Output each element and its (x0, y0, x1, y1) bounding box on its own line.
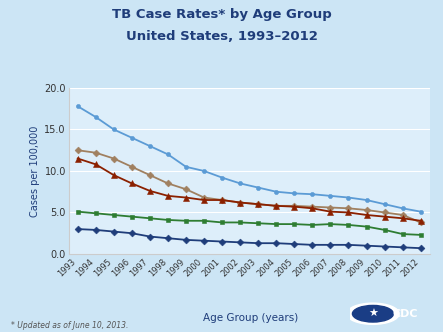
Text: United States, 1993–2012: United States, 1993–2012 (125, 30, 318, 43)
Circle shape (353, 305, 393, 322)
Text: TB Case Rates* by Age Group: TB Case Rates* by Age Group (112, 8, 331, 21)
Text: ★: ★ (368, 309, 378, 319)
Text: * Updated as of June 10, 2013.: * Updated as of June 10, 2013. (11, 321, 128, 330)
Text: CDC: CDC (393, 309, 419, 319)
Y-axis label: Cases per 100,000: Cases per 100,000 (30, 125, 40, 217)
Text: Age Group (years): Age Group (years) (202, 313, 298, 323)
Circle shape (347, 303, 399, 324)
